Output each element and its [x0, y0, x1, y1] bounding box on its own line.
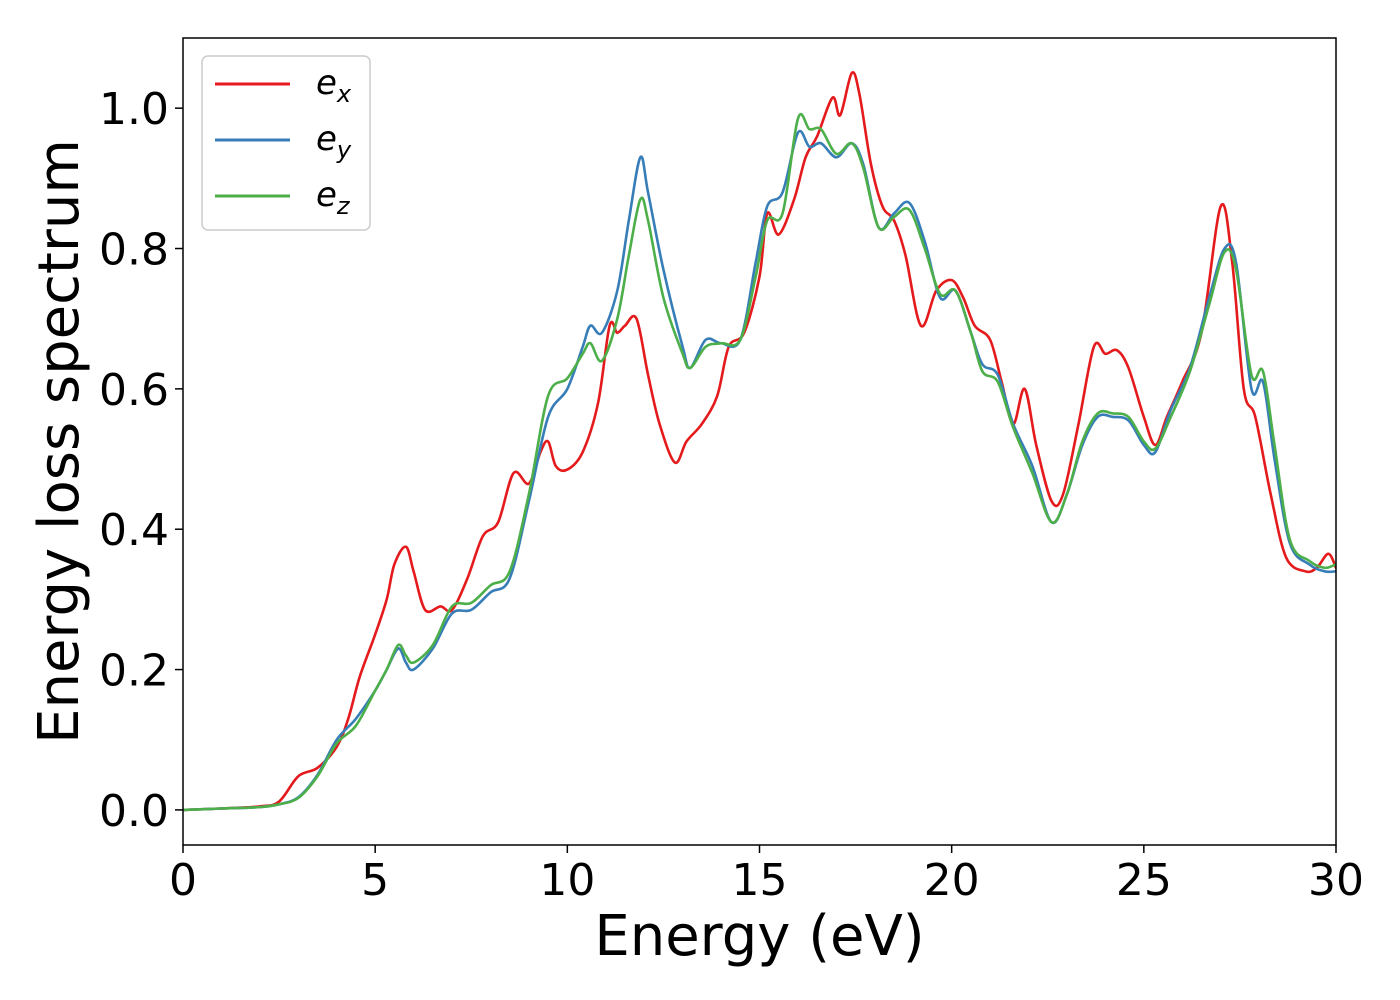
y-tick-label: 0.6 — [99, 365, 169, 416]
y-tick-label: 0.8 — [99, 225, 169, 276]
legend-label-main: e — [316, 63, 337, 103]
y-tick-label: 0.2 — [99, 646, 169, 697]
legend-label-e_y: ey — [316, 119, 352, 164]
legend-label-main: e — [316, 175, 337, 215]
x-tick-label: 5 — [361, 855, 389, 906]
legend-label-e_z: ez — [316, 175, 351, 220]
legend-label-main: e — [316, 119, 337, 159]
series-line-e_y — [183, 129, 1336, 812]
series-layer — [183, 71, 1336, 812]
legend-label-sub: y — [336, 136, 352, 164]
x-axis-title: Energy (eV) — [594, 904, 924, 969]
legend-box — [201, 55, 371, 231]
y-tick-label: 1.0 — [99, 84, 169, 135]
series-line-e_z — [183, 112, 1336, 812]
y-axis-ticks: 0.0 0.2 0.4 0.6 0.8 1.0 — [99, 84, 183, 837]
y-tick-label: 0.4 — [99, 505, 169, 556]
x-tick-label: 20 — [924, 855, 980, 906]
x-tick-label: 30 — [1308, 855, 1364, 906]
x-tick-label: 0 — [169, 855, 197, 906]
x-tick-label: 25 — [1116, 855, 1172, 906]
x-tick-label: 10 — [539, 855, 595, 906]
x-axis-ticks: 0 5 10 15 20 25 30 — [169, 845, 1364, 906]
y-axis-title: Energy loss spectrum — [27, 139, 92, 744]
y-tick-label: 0.0 — [99, 786, 169, 837]
legend-label-e_x: ex — [316, 63, 352, 108]
legend-label-sub: x — [336, 80, 352, 108]
legend-label-sub: z — [336, 192, 351, 220]
series-line-e_x — [183, 71, 1336, 812]
x-tick-label: 15 — [732, 855, 788, 906]
